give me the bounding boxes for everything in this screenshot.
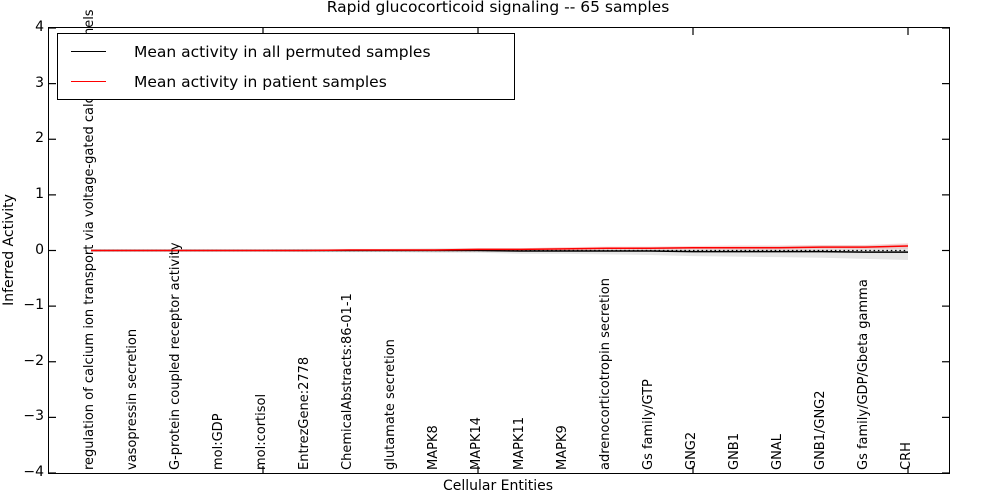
legend-label-patient: Mean activity in patient samples <box>134 72 387 91</box>
x-entity-label: GNG2 <box>684 431 699 470</box>
legend-entry-permuted: Mean activity in all permuted samples <box>58 37 514 67</box>
y-tick-label: 1 <box>35 185 44 202</box>
x-entity-label: mol:GDP <box>211 413 226 470</box>
x-entity-label: mol:cortisol <box>254 393 269 470</box>
chart-svg <box>49 28 949 473</box>
y-tick-label: 2 <box>35 130 44 147</box>
band-1 <box>91 243 908 252</box>
y-tick-label: −3 <box>23 408 44 425</box>
x-entity-label: GNB1 <box>727 433 742 470</box>
legend-label-permuted: Mean activity in all permuted samples <box>134 42 431 61</box>
x-entity-label: CRH <box>899 442 914 470</box>
x-entity-label: GNAL <box>770 434 785 470</box>
y-tick-label: 0 <box>35 241 44 258</box>
x-entity-label: Gs family/GTP <box>641 379 656 470</box>
legend-entry-patient: Mean activity in patient samples <box>58 67 514 97</box>
x-entity-label: MAPK9 <box>555 425 570 470</box>
x-entity-label: MAPK8 <box>426 425 441 470</box>
y-tick-label: −4 <box>23 464 44 480</box>
x-entity-label: G-protein coupled receptor activity <box>168 242 183 470</box>
x-entity-label: Gs family/GDP/Gbeta gamma <box>856 279 871 470</box>
permuted-line-sample <box>71 51 106 52</box>
y-tick-label: 3 <box>35 74 44 91</box>
x-entity-label: adrenocorticotropin secretion <box>598 278 613 470</box>
x-entity-label: glutamate secretion <box>383 339 398 470</box>
x-entity-label: EntrezGene:2778 <box>297 356 312 470</box>
x-axis-label: Cellular Entities <box>442 478 554 494</box>
x-entity-label: vasopressin secretion <box>125 328 140 470</box>
x-entity-label: GNB1/GNG2 <box>813 390 828 470</box>
y-tick-label: 4 <box>35 19 44 35</box>
patient-line-sample <box>71 81 106 82</box>
x-entity-label: MAPK11 <box>512 416 527 470</box>
x-entity-label: ChemicalAbstracts:86-01-1 <box>340 293 355 470</box>
x-entity-label: MAPK14 <box>469 416 484 470</box>
legend: Mean activity in all permuted samples Me… <box>57 33 515 100</box>
y-tick-label: −1 <box>23 297 44 314</box>
series-line-1 <box>91 245 909 252</box>
chart-title: Rapid glucocorticoid signaling -- 65 sam… <box>326 0 670 16</box>
plot-area <box>48 27 950 474</box>
y-tick-label: −2 <box>23 352 44 369</box>
